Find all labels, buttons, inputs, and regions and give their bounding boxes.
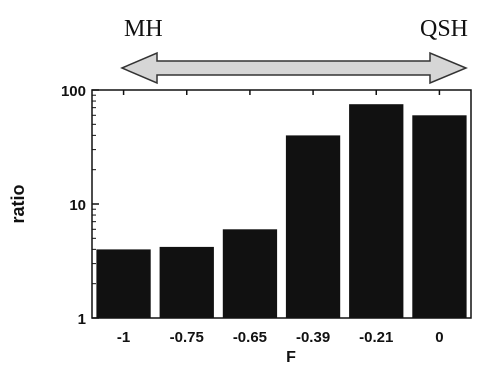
- bar-0: [96, 249, 151, 318]
- y-tick-label: 10: [69, 197, 86, 214]
- x-tick-label: -0.65: [233, 329, 267, 346]
- qsh-label: QSH: [420, 16, 468, 42]
- bar-2: [222, 229, 278, 318]
- x-tick-label: -0.21: [359, 329, 393, 346]
- bar-5: [412, 115, 467, 318]
- y-axis: 1 10 100: [61, 83, 99, 328]
- x-axis: -1 -0.75 -0.65 -0.39 -0.21 0: [117, 90, 444, 346]
- x-tick-label: 0: [435, 329, 443, 346]
- bar-1: [159, 246, 214, 318]
- y-tick-label: 1: [78, 311, 86, 328]
- y-tick-label: 100: [61, 83, 86, 100]
- x-tick-label: -0.39: [296, 329, 330, 346]
- bars-group: [96, 104, 467, 318]
- bar-3: [285, 135, 341, 318]
- x-axis-label: F: [286, 349, 296, 366]
- y-axis-label: ratio: [8, 184, 28, 223]
- mh-label: MH: [124, 16, 163, 42]
- x-tick-label: -1: [117, 329, 130, 346]
- double-arrow-shape: [120, 51, 468, 85]
- x-tick-label: -0.75: [170, 329, 204, 346]
- bar-4: [349, 104, 404, 318]
- double-arrow: [120, 51, 468, 85]
